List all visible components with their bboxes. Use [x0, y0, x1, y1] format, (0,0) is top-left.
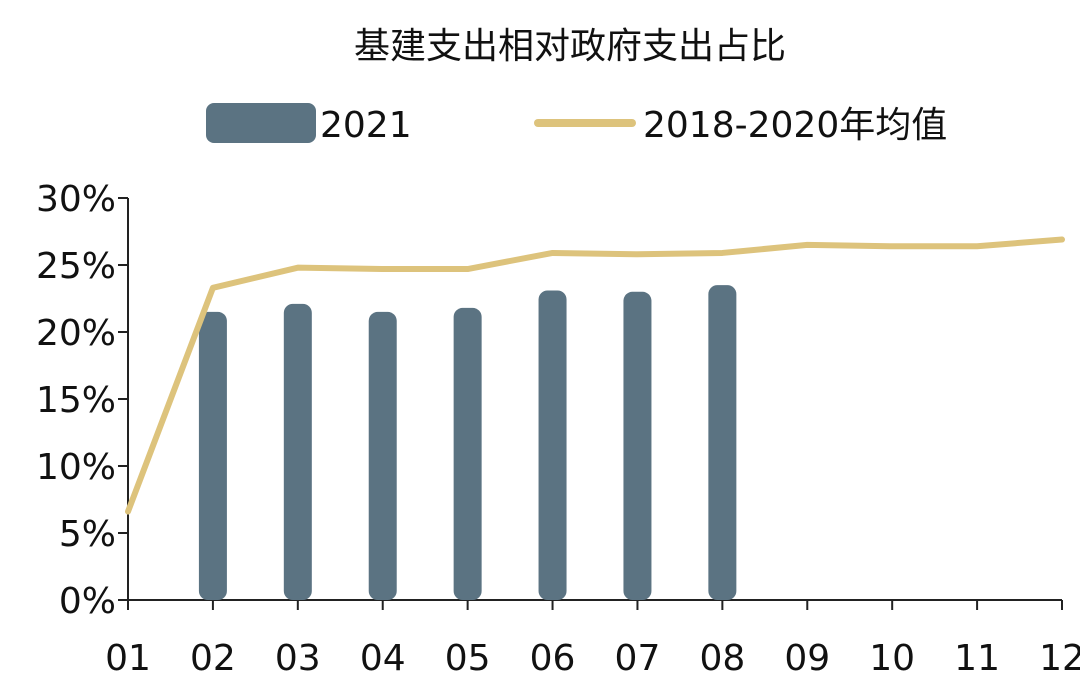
average-point-09 [805, 242, 810, 248]
legend: 2021 2018-2020年均值 [206, 103, 947, 146]
legend-label-2021: 2021 [320, 105, 412, 146]
x-tick-label: 01 [105, 638, 151, 679]
x-tick-label: 10 [869, 638, 915, 679]
y-tick-label: 0% [59, 581, 116, 622]
x-tick-label: 07 [615, 638, 661, 679]
x-tick-label: 05 [445, 638, 491, 679]
bar-2021-02 [198, 311, 227, 600]
y-tick-label: 25% [36, 246, 116, 287]
x-tick-label: 08 [699, 638, 745, 679]
x-tick-label: 06 [530, 638, 576, 679]
x-tick-label: 09 [784, 638, 830, 679]
average-point-02 [210, 285, 216, 290]
bar-2021-08 [708, 285, 737, 600]
y-tick-label: 5% [59, 514, 116, 555]
average-point-05 [465, 266, 470, 272]
y-tick-label: 15% [36, 380, 116, 421]
average-point-01 [125, 509, 131, 514]
average-point-03 [295, 265, 301, 270]
bar-2021-04 [368, 311, 397, 600]
average-point-11 [974, 244, 980, 249]
chart-title: 基建支出相对政府支出占比 [354, 26, 786, 67]
axes: 0% 5% 10% 15% 20% 25% 30% 01 02 03 04 05 06 07 08 09 10 1… [36, 179, 1080, 679]
legend-label-average: 2018-2020年均值 [643, 105, 947, 146]
average-point-08 [720, 250, 725, 256]
average-line-path [125, 236, 1065, 515]
y-tick-label: 20% [36, 313, 116, 354]
bar-2021-03 [283, 303, 312, 600]
x-tick-label: 11 [954, 638, 1000, 679]
average-point-12 [1059, 237, 1065, 242]
bar-series-2021 [198, 285, 737, 600]
y-tick-label: 30% [36, 179, 116, 220]
average-point-07 [635, 252, 640, 257]
bar-2021-06 [538, 290, 567, 600]
x-tick-label: 12 [1039, 638, 1080, 679]
x-tick-label: 03 [275, 638, 321, 679]
average-point-06 [550, 250, 555, 256]
bar-2021-07 [623, 291, 652, 600]
average-point-04 [380, 266, 385, 272]
y-tick-label: 10% [36, 447, 116, 488]
x-tick-label: 04 [360, 638, 406, 679]
x-tick-label: 02 [190, 638, 236, 679]
average-point-10 [889, 244, 895, 249]
line-series-average [125, 236, 1065, 515]
bar-2021-05 [453, 307, 482, 600]
legend-swatch-2021 [206, 103, 316, 143]
